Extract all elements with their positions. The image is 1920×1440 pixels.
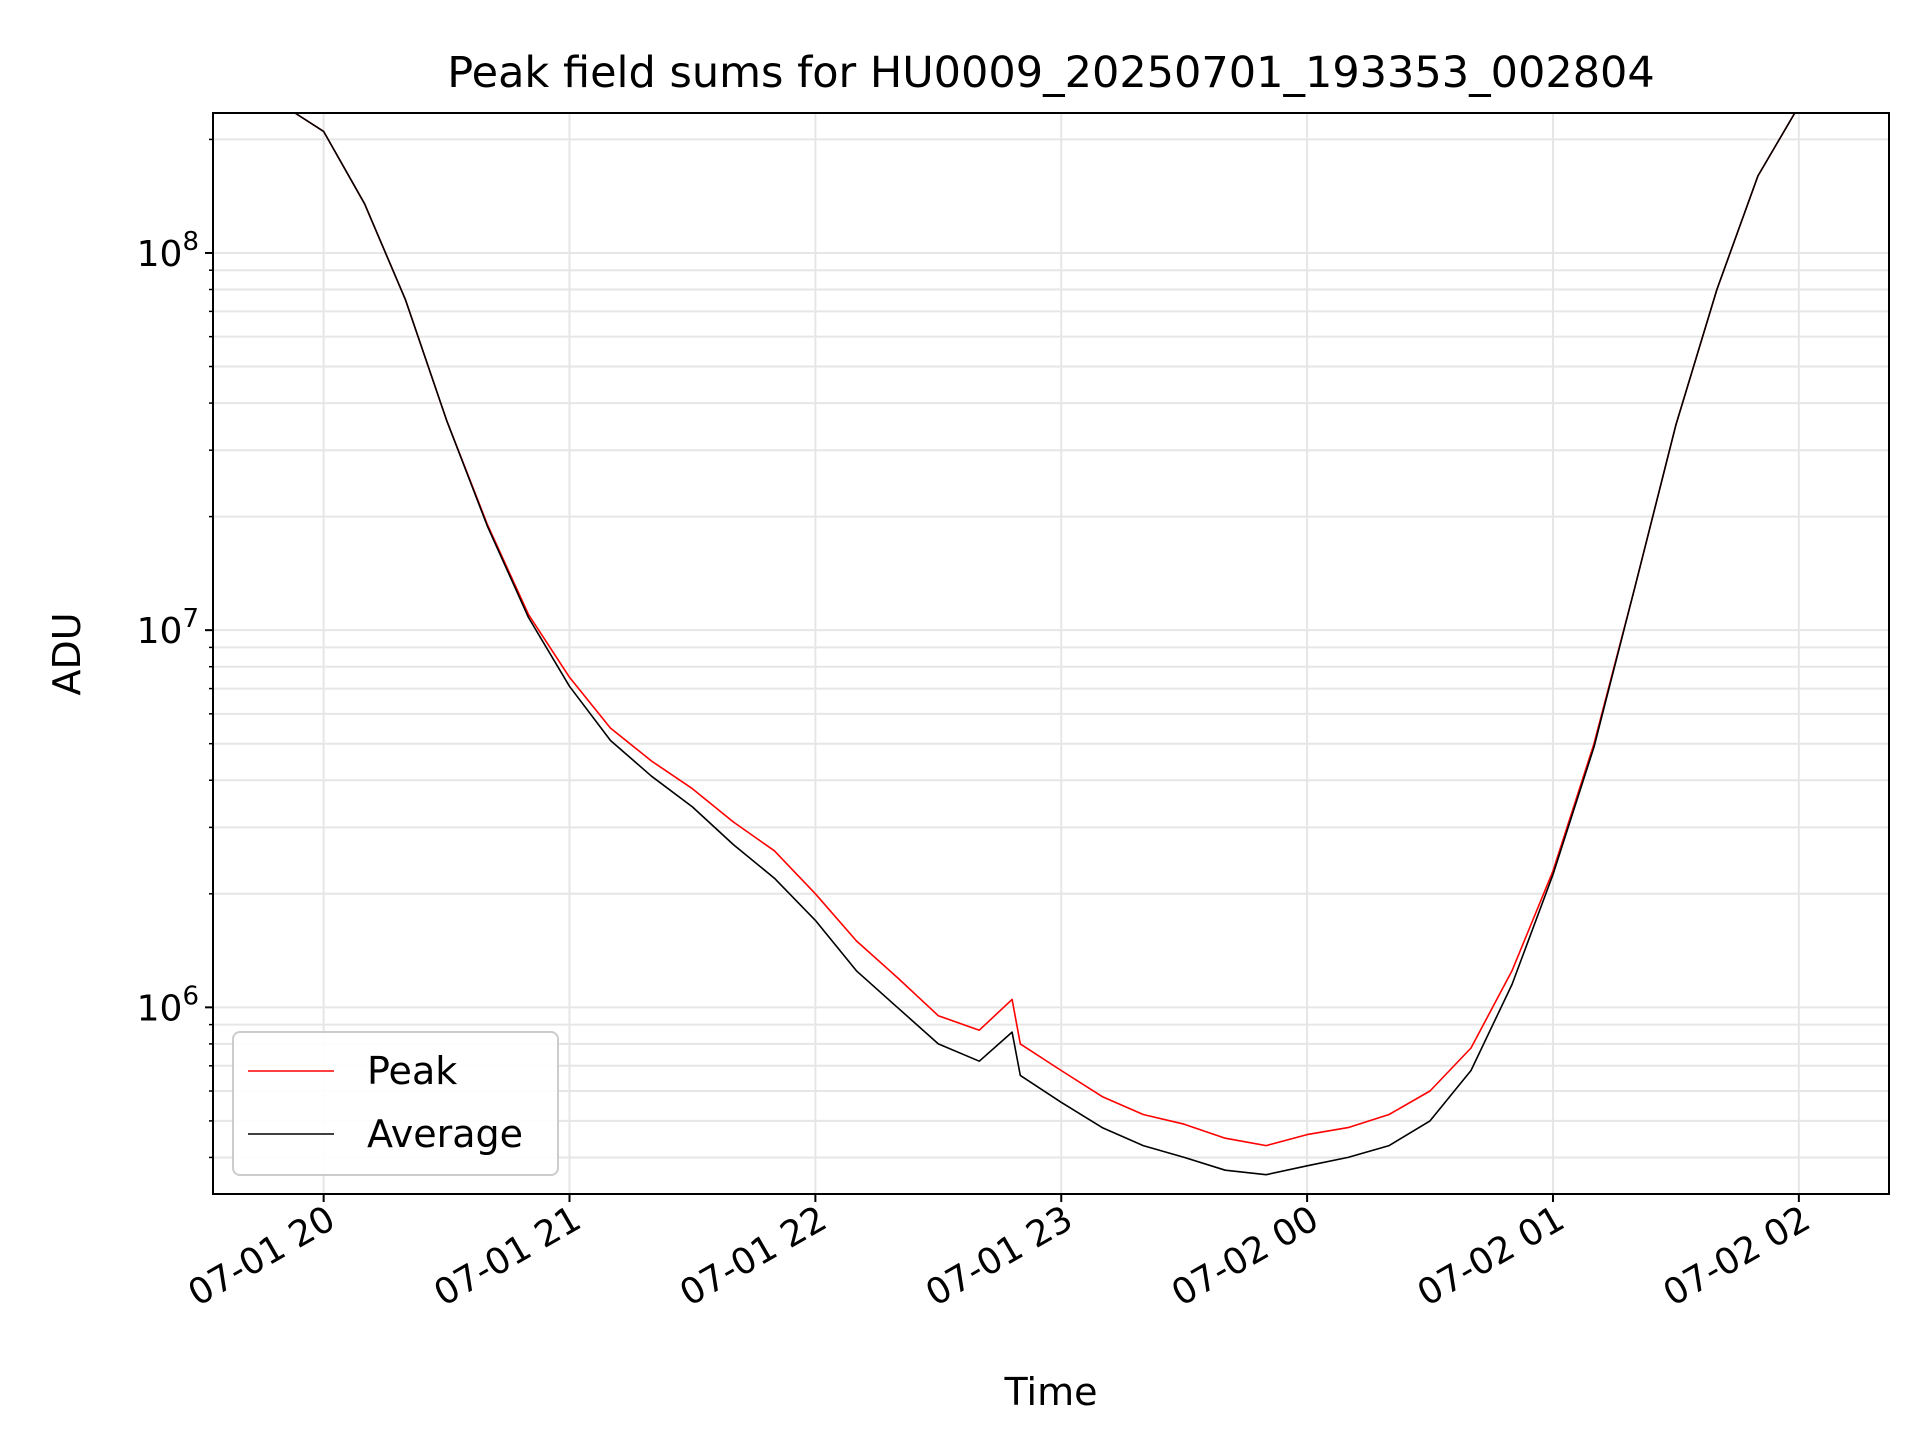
- legend-box: [232, 1031, 559, 1176]
- legend: Peak Average: [232, 1031, 559, 1176]
- x-axis-label: Time: [1004, 1370, 1098, 1414]
- legend-label-average: Average: [367, 1112, 523, 1156]
- legend-label-peak: Peak: [367, 1049, 457, 1093]
- series-line-peak: [294, 112, 1796, 1147]
- x-tick-label: 07-01 23: [919, 1198, 1080, 1314]
- y-tick-label: 106: [137, 981, 199, 1029]
- x-tick-label: 07-02 01: [1411, 1198, 1572, 1314]
- y-tick-label: 107: [137, 604, 199, 652]
- chart-title: Peak field sums for HU0009_20250701_1933…: [447, 48, 1655, 98]
- series-lines: [294, 112, 1796, 1176]
- x-tick-label: 07-02 00: [1165, 1198, 1326, 1314]
- plot-frame: [212, 112, 1890, 1195]
- y-tick-label: 108: [137, 227, 199, 275]
- series-line-average: [294, 112, 1796, 1176]
- x-tick-label: 07-01 20: [181, 1198, 342, 1314]
- x-tick-label: 07-01 21: [427, 1198, 588, 1314]
- x-tick-label: 07-02 02: [1657, 1198, 1818, 1314]
- grid-lines: [213, 113, 1889, 1194]
- y-axis-label: ADU: [45, 612, 89, 695]
- x-tick-label: 07-01 22: [673, 1198, 834, 1314]
